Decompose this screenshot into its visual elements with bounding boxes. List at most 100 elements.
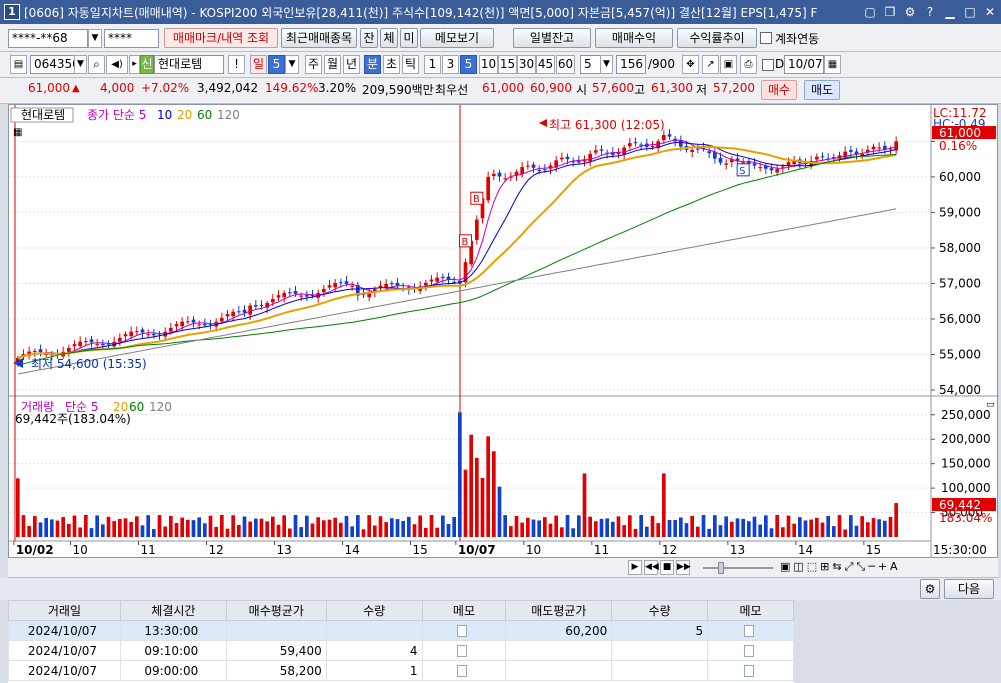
interval-5-button[interactable]: 5	[460, 55, 477, 74]
trade-profit-button[interactable]: 매매수익	[595, 28, 673, 48]
memo-icon[interactable]	[743, 625, 754, 637]
grid-header-4[interactable]: 메모	[421, 600, 507, 621]
memo-icon[interactable]	[456, 645, 467, 657]
search-icon[interactable]: ⌕	[88, 55, 105, 74]
period-yearly-button[interactable]: 년	[343, 55, 360, 74]
unexecuted-button[interactable]: 미	[400, 28, 418, 48]
interval-30-button[interactable]: 30	[517, 55, 536, 74]
interval-dropdown-icon[interactable]: ▼	[600, 55, 613, 74]
chart-tool-icons[interactable]: ▣◫⬚⊞⇆⤢⤡─+A	[780, 560, 901, 573]
x-tick-label: 15	[413, 543, 428, 557]
settings-icon[interactable]: ⚙	[904, 4, 916, 19]
grid-header-1[interactable]: 체결시간	[119, 600, 227, 621]
date-checkbox[interactable]	[762, 59, 774, 71]
x-tick-label: 10/07	[458, 543, 496, 557]
volume-bar	[582, 473, 587, 537]
volume-bar	[350, 526, 354, 537]
memo-icon[interactable]	[743, 665, 754, 677]
calendar-icon[interactable]: ▦	[824, 55, 841, 74]
bar-count-input[interactable]: 156	[616, 55, 646, 74]
period-daily-button[interactable]: 일	[250, 55, 267, 74]
period-monthly-button[interactable]: 월	[324, 55, 341, 74]
interval-3-button[interactable]: 3	[442, 55, 459, 74]
period-dropdown-icon[interactable]: ▼	[285, 55, 299, 74]
date-input[interactable]: 10/07	[784, 55, 824, 74]
stop-icon[interactable]: ■	[660, 560, 674, 575]
chart-area[interactable]: B B S 60,000 59,000 58,000 57,000 56,000 55,000…	[8, 104, 999, 559]
next-button[interactable]: 다음	[944, 579, 994, 599]
chart-list-icon[interactable]: ▤	[10, 55, 27, 74]
password-field[interactable]: ****	[104, 29, 159, 48]
grid-header-2[interactable]: 매수평균가	[225, 600, 327, 621]
table-icon[interactable]: ▦	[13, 127, 22, 138]
interval-15-button[interactable]: 15	[498, 55, 517, 74]
table-row[interactable]: 2024/10/07 13:30:00 60,200 5	[8, 620, 794, 641]
recent-trades-button[interactable]: 최근매매종목	[281, 28, 357, 48]
volume-bar	[214, 526, 218, 537]
alert-button[interactable]: !	[228, 55, 245, 74]
price-legend-name[interactable]: 현대로템	[21, 108, 65, 122]
table-row[interactable]: 2024/10/07 09:00:00 58,200 1	[8, 660, 794, 681]
grid-header-6[interactable]: 수량	[611, 600, 709, 621]
prev-icon[interactable]: ▸	[129, 55, 140, 74]
price-legend-ma5[interactable]: 종가 단순 5	[87, 108, 146, 122]
period-second-button[interactable]: 초	[383, 55, 400, 74]
volume-bar	[854, 525, 859, 537]
period-number-input[interactable]: 5	[268, 55, 285, 74]
sell-button[interactable]: 매도	[804, 80, 840, 100]
memo-icon[interactable]	[456, 625, 467, 637]
volume-bar	[231, 515, 235, 537]
interval-60-button[interactable]: 60	[556, 55, 575, 74]
period-weekly-button[interactable]: 주	[305, 55, 322, 74]
maximize-icon[interactable]: □	[964, 4, 976, 19]
volume-legend-name[interactable]: 거래량	[21, 400, 54, 414]
restore-icon[interactable]: ❐	[884, 4, 896, 19]
period-tick-button[interactable]: 틱	[402, 55, 419, 74]
interval-10-button[interactable]: 10	[479, 55, 498, 74]
volume-bar	[554, 515, 558, 537]
return-trend-button[interactable]: 수익률추이	[677, 28, 757, 48]
code-dropdown-icon[interactable]: ▼	[74, 55, 87, 74]
forward-icon[interactable]: ▶▶	[676, 560, 691, 575]
draw-tool-icon[interactable]: ↗	[702, 55, 719, 74]
interval-1-button[interactable]: 1	[424, 55, 441, 74]
price-volume-chart[interactable]: B B S 60,000 59,000 58,000 57,000 56,000 55,000…	[9, 105, 999, 559]
zoom-slider[interactable]	[703, 567, 773, 569]
period-minute-button[interactable]: 분	[364, 55, 381, 74]
high-annotation: 최고 61,300 (12:05)	[549, 118, 665, 132]
grid-header-7[interactable]: 메모	[707, 600, 794, 621]
account-dropdown-icon[interactable]: ▼	[88, 29, 102, 48]
current-volume-tag-bg	[932, 498, 996, 511]
candle-body	[514, 171, 519, 176]
memo-icon[interactable]	[743, 645, 754, 657]
grid-header-5[interactable]: 매도평균가	[505, 600, 613, 621]
minimize-icon[interactable]: ▁	[945, 4, 955, 19]
volume-legend-ma: 단순 5	[65, 400, 99, 414]
daily-balance-button[interactable]: 일별잔고	[513, 28, 591, 48]
account-input[interactable]: ****-**68	[8, 29, 88, 48]
memo-view-button[interactable]: 메모보기	[420, 28, 494, 48]
crosshair-icon[interactable]: ✥	[682, 55, 699, 74]
executed-button[interactable]: 체	[380, 28, 398, 48]
pane-minimize-icon[interactable]: ▭	[986, 400, 995, 410]
table-row[interactable]: 2024/10/07 09:10:00 59,400 4	[8, 640, 794, 661]
zoom-slider-handle[interactable]	[718, 562, 724, 574]
rewind-icon[interactable]: ◀◀	[644, 560, 659, 575]
account-link-checkbox[interactable]	[760, 32, 772, 44]
balance-button[interactable]: 잔	[360, 28, 378, 48]
grid-header-0[interactable]: 거래일	[8, 600, 121, 621]
settings-gear-icon[interactable]: ⚙	[920, 579, 940, 599]
save-icon[interactable]: ▣	[720, 55, 737, 74]
speaker-icon[interactable]: ◀)	[106, 55, 128, 74]
grid-header-3[interactable]: 수량	[325, 600, 423, 621]
print-icon[interactable]: ⎙	[740, 55, 757, 74]
play-icon[interactable]: ▶	[628, 560, 642, 575]
memo-icon[interactable]	[456, 665, 467, 677]
stock-code-input[interactable]: 064350	[30, 55, 76, 74]
interval-45-button[interactable]: 45	[536, 55, 555, 74]
buy-button[interactable]: 매수	[761, 80, 797, 100]
pin-icon[interactable]: ▢	[864, 4, 876, 19]
trade-mark-button[interactable]: 매매마크/내역 조회	[164, 28, 278, 48]
close-icon[interactable]: ✕	[984, 4, 996, 19]
help-icon[interactable]: ?	[926, 4, 934, 19]
